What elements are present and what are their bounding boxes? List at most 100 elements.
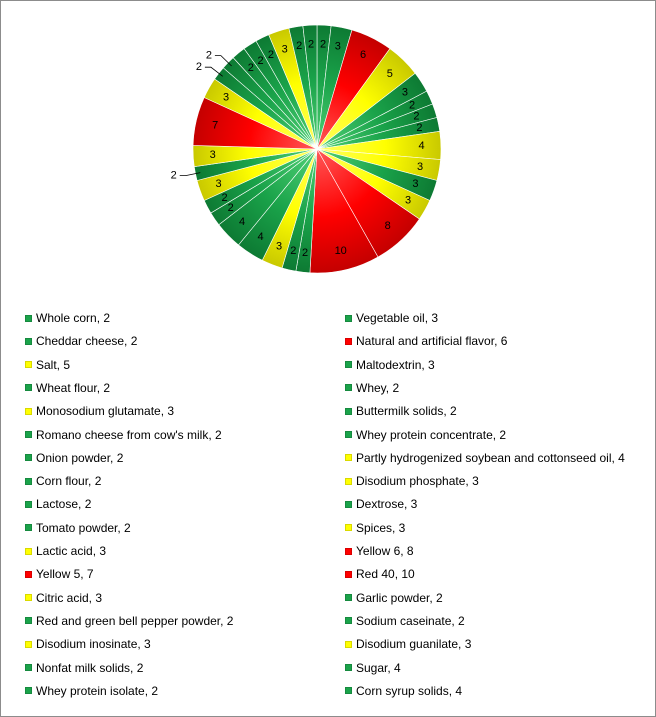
legend-label: Citric acid, 3 — [36, 590, 103, 605]
legend-entry: Sodium caseinate, 2 — [345, 612, 465, 630]
legend-label: Red and green bell pepper powder, 2 — [36, 613, 234, 628]
slice-value-label: 2 — [222, 192, 228, 204]
legend-label: Romano cheese from cow's milk, 2 — [36, 427, 222, 442]
legend-entry: Whey, 2 — [345, 379, 399, 397]
slice-value-label: 2 — [196, 61, 202, 73]
pie-slice — [302, 24, 318, 150]
legend-key-swatch — [25, 524, 32, 532]
slice-value-label: 2 — [409, 100, 415, 112]
legend-key-swatch — [345, 314, 352, 322]
legend-entry: Yellow 5, 7 — [25, 565, 94, 583]
legend-entry: Cheddar cheese, 2 — [25, 332, 137, 350]
legend-label: Partly hydrogenized soybean and cottonse… — [356, 450, 625, 465]
legend-entry: Lactic acid, 3 — [25, 542, 106, 560]
legend-entry: Disodium guanilate, 3 — [345, 635, 471, 653]
legend-label: Monosodium glutamate, 3 — [36, 404, 175, 419]
legend-label: Disodium guanilate, 3 — [356, 637, 472, 652]
slice-value-label: 2 — [416, 122, 422, 134]
legend-label: Cheddar cheese, 2 — [36, 334, 138, 349]
slice-value-label: 4 — [257, 231, 263, 243]
legend-label: Whey protein isolate, 2 — [36, 683, 159, 698]
legend-key-swatch — [345, 337, 352, 345]
slice-value-label: 4 — [239, 216, 245, 228]
legend-entry: Wheat flour, 2 — [25, 379, 110, 397]
legend-entry: Sugar, 4 — [345, 659, 401, 677]
legend-key-swatch — [345, 687, 352, 695]
legend-label: Lactic acid, 3 — [36, 544, 107, 558]
legend-entry: Tomato powder, 2 — [25, 519, 131, 537]
legend-label: Disodium inosinate, 3 — [36, 637, 151, 652]
legend-label: Tomato powder, 2 — [36, 520, 131, 535]
legend-entry: Whole corn, 2 — [25, 309, 110, 327]
leader-line — [214, 55, 232, 67]
legend-entry: Salt, 5 — [25, 356, 70, 374]
slice-value-label: 7 — [212, 119, 218, 131]
legend-label: Disodium phosphate, 3 — [356, 474, 479, 489]
legend-entry: Garlic powder, 2 — [345, 589, 443, 607]
slice-value-label: 2 — [171, 170, 177, 182]
legend-label: Yellow 5, 7 — [36, 567, 94, 582]
slice-value-label: 4 — [418, 140, 424, 152]
legend-key-swatch — [25, 664, 32, 671]
legend-label: Garlic powder, 2 — [356, 590, 443, 605]
legend-key-swatch — [345, 407, 352, 415]
legend-key-swatch — [25, 477, 32, 485]
legend-label: Salt, 5 — [36, 357, 71, 372]
slice-value-label: 3 — [216, 178, 222, 190]
legend-key-swatch — [25, 361, 32, 369]
legend-entry: Disodium inosinate, 3 — [25, 635, 151, 653]
legend-entry: Onion powder, 2 — [25, 449, 123, 467]
slice-value-label: 3 — [276, 240, 282, 252]
legend-key-swatch — [345, 361, 352, 369]
slice-value-label: 3 — [282, 44, 288, 56]
legend-key-swatch — [25, 640, 32, 648]
legend-label: Whole corn, 2 — [36, 311, 111, 325]
legend-key-swatch — [345, 570, 352, 578]
legend-key-swatch — [345, 594, 352, 602]
legend-label: Corn flour, 2 — [36, 474, 102, 489]
slice-value-label: 2 — [290, 245, 296, 257]
legend-entry: Partly hydrogenized soybean and cottonse… — [345, 449, 625, 467]
slice-value-label: 2 — [302, 247, 308, 259]
legend-entry: Spices, 3 — [345, 519, 405, 537]
legend-label: Sugar, 4 — [356, 660, 401, 675]
legend-key-swatch — [345, 640, 352, 648]
legend-entry: Disodium phosphate, 3 — [345, 472, 479, 490]
slice-value-label: 2 — [248, 62, 254, 74]
slice-value-label: 2 — [228, 202, 234, 214]
legend-key-swatch — [345, 500, 352, 508]
legend-label: Yellow 6, 8 — [356, 544, 414, 558]
slice-value-label: 2 — [320, 39, 326, 51]
slice-value-label: 3 — [417, 161, 423, 173]
slice-value-label: 2 — [206, 50, 212, 62]
legend-entry: Whey protein isolate, 2 — [25, 682, 158, 700]
legend-key-swatch — [345, 547, 352, 555]
legend-entry: Maltodextrin, 3 — [345, 356, 435, 374]
legend-key-swatch — [345, 431, 352, 438]
legend-entry: Vegetable oil, 3 — [345, 309, 438, 327]
legend-label: Spices, 3 — [356, 520, 406, 535]
legend-entry: Buttermilk solids, 2 — [345, 402, 457, 420]
legend-key-swatch — [25, 431, 32, 438]
legend-entry: Dextrose, 3 — [345, 495, 417, 513]
legend-key-swatch — [25, 500, 32, 508]
legend-entry: Natural and artificial flavor, 6 — [345, 332, 507, 350]
legend-label: Wheat flour, 2 — [36, 380, 111, 395]
leader-line — [204, 66, 223, 77]
legend-entry: Lactose, 2 — [25, 495, 91, 513]
leader-line — [179, 172, 201, 177]
legend-key-swatch — [25, 454, 32, 462]
slice-value-label: 2 — [296, 40, 302, 52]
slice-value-label: 2 — [257, 55, 263, 67]
legend-label: Maltodextrin, 3 — [356, 357, 435, 372]
legend-label: Sodium caseinate, 2 — [356, 613, 465, 628]
slice-value-label: 3 — [412, 178, 418, 190]
legend-key-swatch — [345, 477, 352, 485]
legend-key-swatch — [25, 337, 32, 345]
slice-value-label: 5 — [387, 68, 393, 80]
slice-value-label: 8 — [385, 220, 391, 232]
slice-value-label: 3 — [335, 41, 341, 53]
legend-key-swatch — [25, 547, 32, 555]
